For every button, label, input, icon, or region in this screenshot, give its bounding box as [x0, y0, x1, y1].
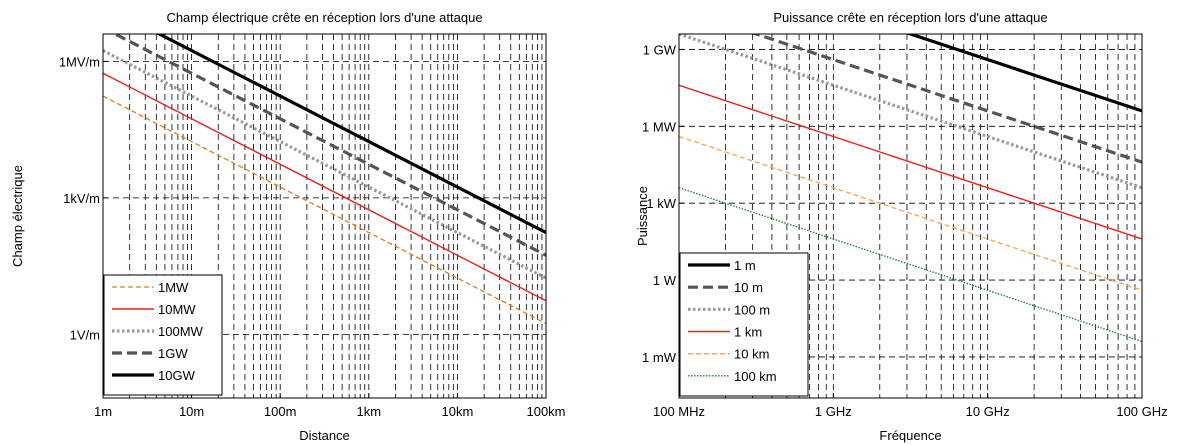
legend-label-3: 1 km: [734, 325, 762, 340]
series-line-2: [679, 34, 1142, 190]
chart-received-power: 100 MHz 1 GHz 10 GHz 100 GHz 1 mW 1 W 1 kW 1 MW…: [635, 10, 1168, 443]
y-tick-label: 1 W: [653, 273, 677, 288]
y-tick-label: 1kV/m: [63, 191, 100, 206]
x-tick-label: 100m: [264, 404, 297, 419]
chart-title: Puissance crête en réception lors d'une …: [773, 10, 1047, 25]
x-tick-label: 1m: [94, 404, 112, 419]
legend-label-1: 10MW: [158, 302, 196, 317]
series-line-3: [679, 84, 1142, 240]
series-line-4: [679, 135, 1142, 291]
series-line-0: [103, 95, 546, 325]
legend-label-2: 100 m: [734, 302, 770, 317]
series-line-1: [103, 72, 546, 302]
series-line-0: [905, 34, 1142, 113]
series-line-5: [679, 187, 1142, 343]
x-tick-label: 10km: [442, 404, 474, 419]
series-line-1: [751, 34, 1142, 164]
legend-label-4: 10GW: [158, 368, 196, 383]
legend-label-2: 100MW: [158, 324, 204, 339]
series-group: [103, 34, 546, 325]
x-axis-label: Distance: [299, 428, 350, 443]
x-tick-label: 1 GHz: [815, 404, 852, 419]
y-axis-label: Puissance: [635, 186, 650, 246]
x-tick-label: 1km: [357, 404, 382, 419]
series-line-3: [111, 34, 546, 257]
plot-frame: [678, 33, 1143, 399]
y-tick-label: 1 mW: [642, 350, 677, 365]
chart-electric-field: 1m 10m 100m 1km 10km 100km 1V/m 1kV/m 1MV/m Champ…: [10, 10, 566, 443]
legend-label-5: 100 km: [734, 369, 777, 384]
y-tick-label: 1 GW: [643, 42, 677, 57]
legend-label-1: 10 m: [734, 280, 763, 295]
legend: 1 m 10 m 100 m 1 km 10 km 100 km: [679, 252, 809, 397]
y-tick-label: 1 MW: [642, 119, 677, 134]
y-tick-label: 1 kW: [646, 196, 676, 211]
series-line-2: [103, 49, 546, 280]
x-tick-label: 10m: [179, 404, 204, 419]
y-axis-label: Champ électrique: [10, 165, 25, 267]
legend: 1MW 10MW 100MW 1GW 10GW: [103, 274, 223, 396]
y-tick-label: 1MV/m: [59, 54, 100, 69]
legend-box: [679, 252, 809, 397]
grid: [103, 34, 546, 398]
legend-label-0: 1 m: [734, 258, 756, 273]
series-line-4: [155, 34, 546, 234]
series-group: [679, 34, 1142, 343]
x-axis-label: Fréquence: [879, 428, 941, 443]
legend-label-4: 10 km: [734, 347, 769, 362]
x-tick-label: 100km: [526, 404, 565, 419]
plot-frame: [102, 33, 547, 399]
legend-label-0: 1MW: [158, 280, 189, 295]
y-tick-label: 1V/m: [70, 327, 100, 342]
chart-title: Champ électrique crête en réception lors…: [166, 10, 482, 25]
x-tick-label: 100 GHz: [1116, 404, 1167, 419]
x-tick-label: 10 GHz: [966, 404, 1010, 419]
x-tick-label: 100 MHz: [653, 404, 705, 419]
legend-label-3: 1GW: [158, 346, 188, 361]
